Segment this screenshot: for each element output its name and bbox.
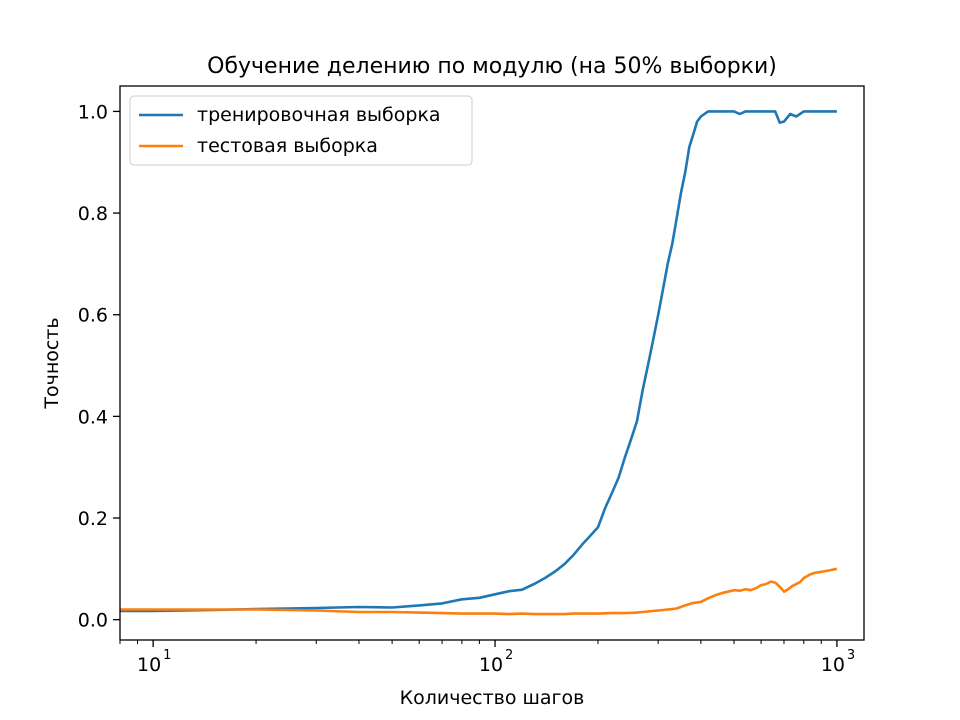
- y-tick-label: 0.6: [78, 305, 108, 327]
- y-tick-label: 1.0: [78, 101, 108, 123]
- legend: тренировочная выборка тестовая выборка: [129, 95, 473, 166]
- x-tick-label-exponent: 1: [163, 648, 171, 663]
- series-line-0: [120, 110, 837, 613]
- x-tick-label: 10: [137, 654, 161, 676]
- y-axis: 0.0 0.2 0.4 0.6 0.8 1.0: [78, 101, 120, 632]
- y-axis-label: Точность: [41, 317, 63, 409]
- y-tick-label: 0.2: [78, 508, 108, 530]
- series-line-1: [120, 567, 838, 616]
- axes-frame: [119, 85, 865, 641]
- y-tick-label: 0.8: [78, 203, 108, 225]
- x-axis: 10 1 10 2 10 3: [119, 640, 855, 676]
- chart-title: Обучение делению по модулю (на 50% выбор…: [207, 54, 777, 79]
- y-tick-label: 0.4: [78, 406, 108, 428]
- x-tick-label: 10: [479, 654, 503, 676]
- legend-label-test: тестовая выборка: [197, 135, 378, 157]
- legend-label-train: тренировочная выборка: [197, 104, 441, 126]
- x-tick-label: 10: [821, 654, 845, 676]
- x-tick-label-exponent: 3: [847, 648, 855, 663]
- x-tick-label-exponent: 2: [505, 648, 513, 663]
- y-tick-label: 0.0: [78, 610, 108, 632]
- x-axis-label: Количество шагов: [400, 687, 585, 709]
- plot-area: [120, 110, 838, 616]
- legend-box: [129, 95, 473, 166]
